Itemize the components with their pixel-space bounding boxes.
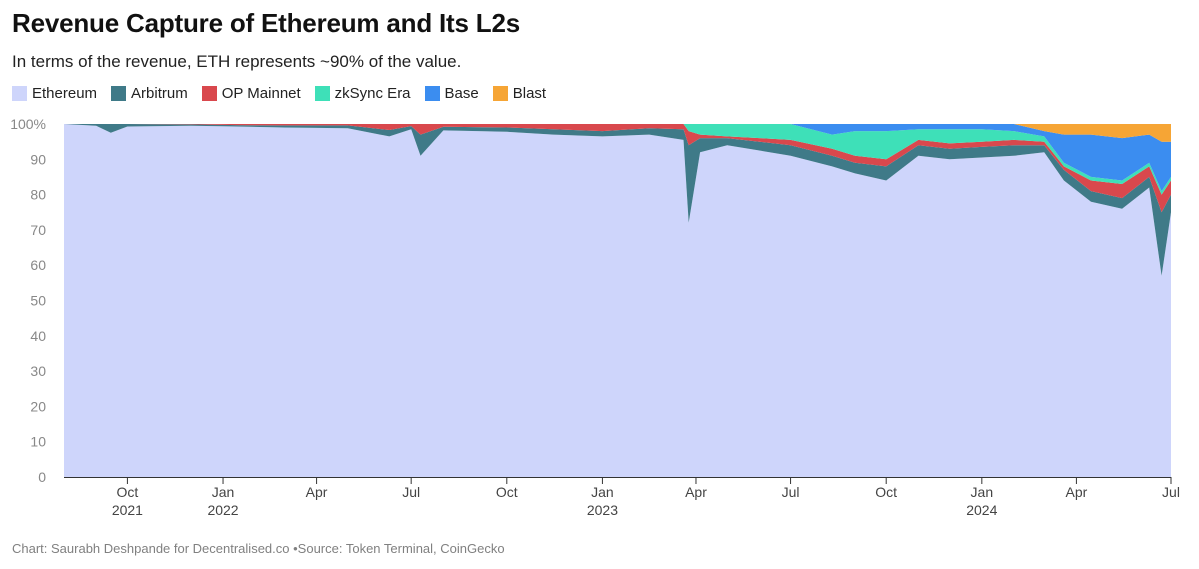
x-tick-label: Oct	[496, 484, 518, 500]
legend-label-base: Base	[444, 85, 479, 102]
y-tick-label: 80	[30, 187, 46, 203]
area-ethereum	[64, 124, 1171, 477]
area-zksync-era	[64, 124, 1171, 195]
x-tick-label: Jan	[971, 484, 994, 500]
area-blast	[64, 124, 1171, 142]
x-tick-year-label: 2021	[112, 502, 143, 518]
y-tick-label: 60	[30, 257, 46, 273]
legend-swatch-op-mainnet	[201, 86, 217, 101]
legend-label-arbitrum: Arbitrum	[131, 85, 188, 102]
y-tick-label: 10	[30, 434, 46, 450]
x-tick-label: Oct	[117, 484, 139, 500]
x-tick-label: Jan	[212, 484, 235, 500]
footer-credit: Chart: Saurabh Deshpande for Decentralis…	[12, 541, 290, 556]
legend-swatch-arbitrum	[111, 86, 127, 101]
y-tick-label: 70	[30, 222, 46, 238]
y-tick-label: 0	[38, 469, 46, 485]
x-tick-label: Oct	[875, 484, 897, 500]
legend-item-zksync-era[interactable]: zkSync Era	[314, 85, 411, 102]
legend-label-zksync-era: zkSync Era	[334, 85, 411, 102]
x-tick-label: Jan	[591, 484, 614, 500]
legend-label-ethereum: Ethereum	[32, 85, 98, 102]
legend-item-op-mainnet[interactable]: OP Mainnet	[201, 85, 301, 102]
chart-title: Revenue Capture of Ethereum and Its L2s	[12, 8, 520, 38]
legend-swatch-zksync-era	[314, 86, 330, 101]
x-tick-label: Apr	[306, 484, 328, 500]
legend-item-blast[interactable]: Blast	[492, 85, 547, 102]
legend-swatch-ethereum	[12, 86, 27, 101]
footer-source: Source: Token Terminal, CoinGecko	[290, 541, 505, 556]
legend-swatch-base	[424, 86, 440, 101]
legend-label-op-mainnet: OP Mainnet	[221, 85, 301, 102]
legend-label-blast: Blast	[512, 85, 547, 102]
x-tick-label: Jul	[1162, 484, 1180, 500]
legend-item-base[interactable]: Base	[424, 85, 479, 102]
legend-item-ethereum[interactable]: Ethereum	[12, 85, 97, 102]
x-tick-year-label: 2022	[207, 502, 238, 518]
x-tick-label: Jul	[782, 484, 800, 500]
y-tick-label: 30	[30, 363, 46, 379]
legend-item-arbitrum[interactable]: Arbitrum	[111, 85, 188, 102]
chart-subtitle: In terms of the revenue, ETH represents …	[12, 52, 462, 71]
y-tick-label: 100%	[10, 116, 46, 132]
chart-legend: Ethereum Arbitrum OP Mainnet zkSync Era …	[12, 85, 560, 102]
axes: 0 10 20 30 40 50 60 70 80 90 100% Oct 2021 Jan 2022 Apr…	[10, 116, 1180, 518]
legend-swatch-blast	[492, 86, 508, 101]
x-tick-year-label: 2023	[587, 502, 618, 518]
x-tick-year-label: 2024	[966, 502, 997, 518]
chart-footer: Chart: Saurabh Deshpande for Decentralis…	[12, 541, 505, 556]
y-tick-label: 90	[30, 151, 46, 167]
x-tick-label: Apr	[1066, 484, 1088, 500]
stacked-areas	[64, 124, 1171, 477]
y-tick-label: 50	[30, 293, 46, 309]
x-tick-label: Apr	[685, 484, 707, 500]
area-arbitrum	[64, 124, 1171, 276]
x-tick-label: Jul	[402, 484, 420, 500]
y-tick-label: 40	[30, 328, 46, 344]
y-tick-label: 20	[30, 398, 46, 414]
